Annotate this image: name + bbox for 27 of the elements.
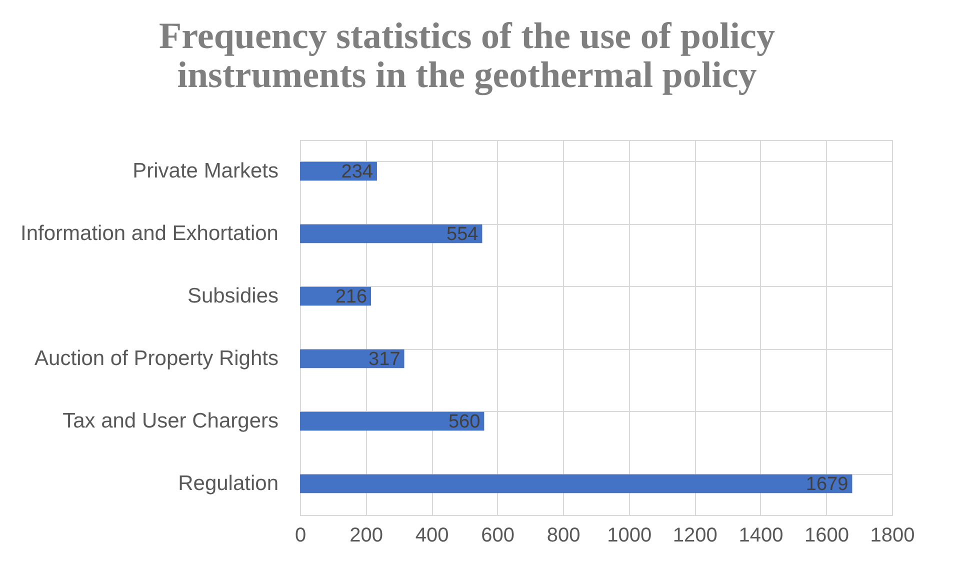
y-tick-label: Subsidies bbox=[187, 284, 278, 308]
x-tick-label: 600 bbox=[481, 524, 515, 546]
x-tick-label: 0 bbox=[294, 524, 306, 546]
x-tick-label: 400 bbox=[415, 524, 449, 546]
data-label: 1679 bbox=[806, 474, 848, 495]
bar bbox=[300, 474, 852, 494]
data-label: 216 bbox=[335, 286, 368, 308]
bar bbox=[300, 349, 404, 368]
y-tick-label: Tax and User Chargers bbox=[62, 409, 278, 432]
data-label: 234 bbox=[341, 161, 374, 182]
y-tick-label: Auction of Property Rights bbox=[34, 346, 278, 370]
x-tick-label: 1200 bbox=[672, 524, 718, 546]
chart-title: Frequency statistics of the use of policy instruments in the geothermal policy bbox=[159, 16, 776, 96]
x-tick-label: 1800 bbox=[870, 524, 915, 546]
y-tick-label: Regulation bbox=[178, 472, 278, 495]
y-tick-label: Private Markets bbox=[132, 159, 278, 182]
x-tick-label: 1400 bbox=[738, 524, 784, 546]
x-tick-label: 200 bbox=[350, 524, 383, 546]
bar bbox=[300, 412, 484, 431]
data-label: 554 bbox=[446, 224, 479, 245]
bar bbox=[300, 224, 482, 244]
y-tick-label: Information and Exhortation bbox=[20, 222, 278, 245]
x-tick-label: 1600 bbox=[804, 524, 849, 546]
data-label: 560 bbox=[448, 411, 480, 432]
x-tick-label: 1000 bbox=[607, 524, 652, 546]
data-label: 317 bbox=[368, 348, 400, 370]
x-tick-label: 800 bbox=[546, 524, 580, 546]
